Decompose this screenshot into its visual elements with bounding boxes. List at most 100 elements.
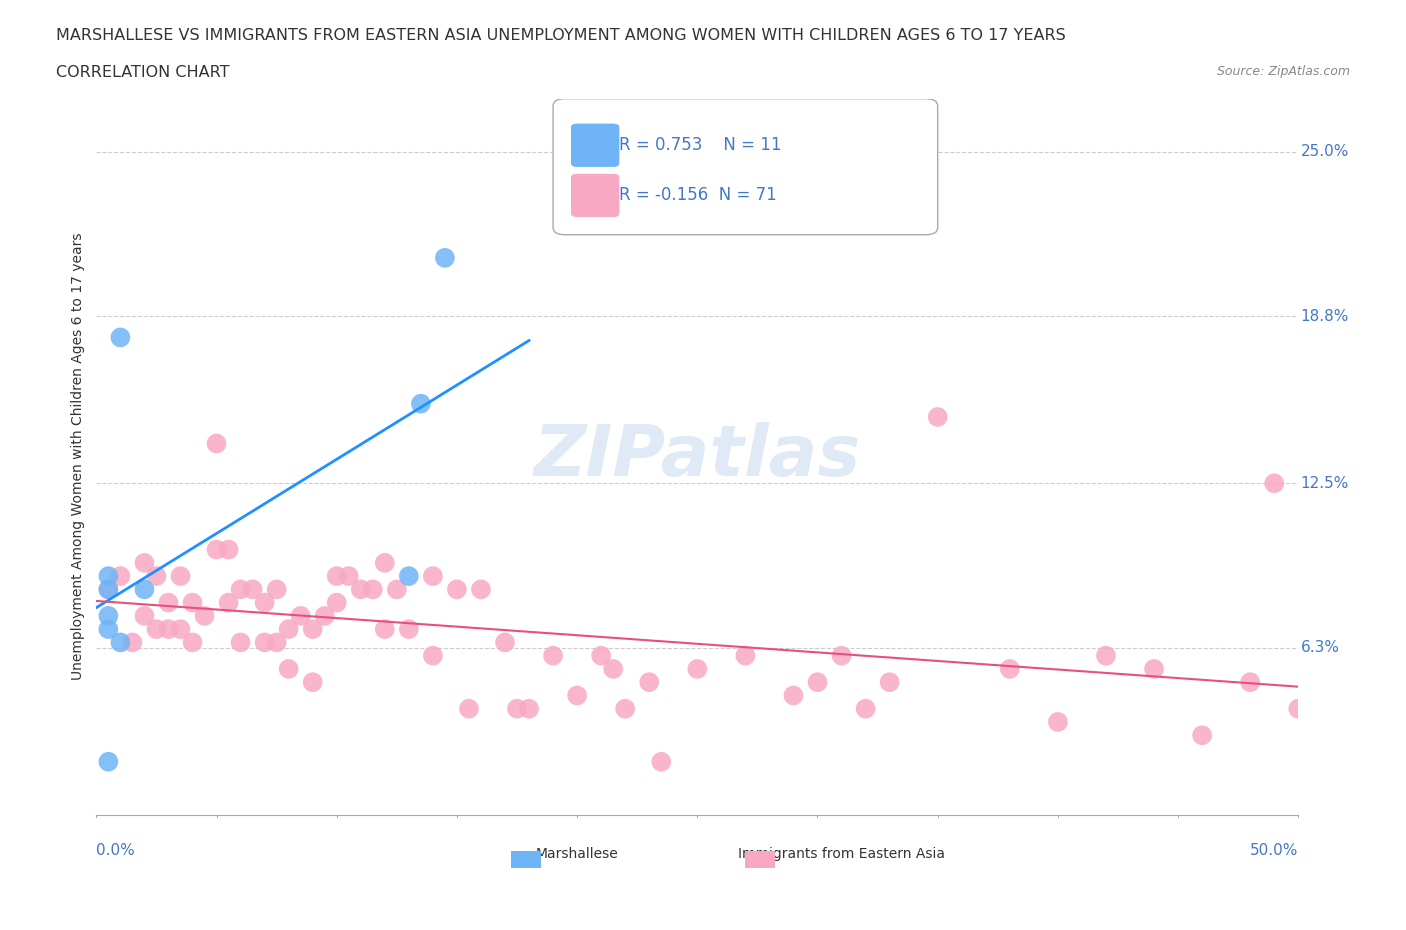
Point xyxy=(301,675,323,690)
Point xyxy=(110,635,132,650)
Point xyxy=(266,635,288,650)
Point xyxy=(541,648,564,663)
Point xyxy=(97,608,120,623)
Point xyxy=(422,648,444,663)
Point xyxy=(110,568,132,583)
Point xyxy=(157,595,180,610)
Point xyxy=(650,754,672,769)
Point xyxy=(602,661,624,676)
Point xyxy=(290,608,312,623)
Point xyxy=(1263,476,1285,491)
Point xyxy=(266,582,288,597)
Point xyxy=(927,409,949,424)
Point xyxy=(97,582,120,597)
Text: Source: ZipAtlas.com: Source: ZipAtlas.com xyxy=(1216,65,1350,78)
Point xyxy=(218,542,240,557)
Point xyxy=(181,635,204,650)
Point xyxy=(506,701,529,716)
Text: Immigrants from Eastern Asia: Immigrants from Eastern Asia xyxy=(738,846,945,861)
Point xyxy=(446,582,468,597)
Text: MARSHALLESE VS IMMIGRANTS FROM EASTERN ASIA UNEMPLOYMENT AMONG WOMEN WITH CHILDR: MARSHALLESE VS IMMIGRANTS FROM EASTERN A… xyxy=(56,28,1066,43)
Point xyxy=(1286,701,1309,716)
Point xyxy=(157,621,180,636)
Point xyxy=(169,621,191,636)
Text: 0.0%: 0.0% xyxy=(97,844,135,858)
Bar xyxy=(510,851,541,869)
Text: 18.8%: 18.8% xyxy=(1301,309,1348,324)
Text: 12.5%: 12.5% xyxy=(1301,476,1348,491)
Point xyxy=(110,330,132,345)
Point xyxy=(1046,714,1069,729)
Text: R = 0.753    N = 11: R = 0.753 N = 11 xyxy=(619,137,782,154)
Point xyxy=(734,648,756,663)
Point xyxy=(134,582,156,597)
Text: 25.0%: 25.0% xyxy=(1301,144,1348,159)
Point xyxy=(97,568,120,583)
Point xyxy=(97,621,120,636)
Point xyxy=(218,595,240,610)
FancyBboxPatch shape xyxy=(571,174,619,217)
Point xyxy=(350,582,373,597)
Text: ZIPatlas: ZIPatlas xyxy=(534,422,860,491)
Bar xyxy=(745,851,776,869)
Text: CORRELATION CHART: CORRELATION CHART xyxy=(56,65,229,80)
FancyBboxPatch shape xyxy=(553,99,938,234)
Point xyxy=(782,688,804,703)
Point xyxy=(879,675,901,690)
Text: R = -0.156  N = 71: R = -0.156 N = 71 xyxy=(619,186,778,205)
Point xyxy=(433,250,456,265)
Point xyxy=(686,661,709,676)
Point xyxy=(458,701,481,716)
Point xyxy=(229,635,252,650)
Point xyxy=(374,555,396,570)
Point xyxy=(855,701,877,716)
Point xyxy=(422,568,444,583)
Point xyxy=(398,568,420,583)
Point xyxy=(134,608,156,623)
FancyBboxPatch shape xyxy=(571,124,619,166)
Point xyxy=(385,582,408,597)
Text: Marshallese: Marshallese xyxy=(536,846,619,861)
Point xyxy=(361,582,384,597)
Point xyxy=(169,568,191,583)
Point xyxy=(337,568,360,583)
Point xyxy=(591,648,613,663)
Text: 50.0%: 50.0% xyxy=(1250,844,1298,858)
Point xyxy=(145,568,167,583)
Point xyxy=(205,542,228,557)
Point xyxy=(565,688,588,703)
Point xyxy=(614,701,637,716)
Point xyxy=(205,436,228,451)
Point xyxy=(409,396,432,411)
Point xyxy=(831,648,853,663)
Point xyxy=(1095,648,1118,663)
Point xyxy=(121,635,143,650)
Point xyxy=(470,582,492,597)
Point xyxy=(1239,675,1261,690)
Text: 6.3%: 6.3% xyxy=(1301,640,1340,656)
Point xyxy=(806,675,828,690)
Point xyxy=(229,582,252,597)
Point xyxy=(253,595,276,610)
Point xyxy=(325,568,347,583)
Point xyxy=(97,754,120,769)
Point xyxy=(314,608,336,623)
Point xyxy=(242,582,264,597)
Point xyxy=(134,555,156,570)
Point xyxy=(517,701,540,716)
Point xyxy=(97,582,120,597)
Point xyxy=(494,635,516,650)
Point xyxy=(145,621,167,636)
Point xyxy=(277,621,299,636)
Point xyxy=(325,595,347,610)
Point xyxy=(398,621,420,636)
Point xyxy=(193,608,215,623)
Point xyxy=(301,621,323,636)
Point xyxy=(998,661,1021,676)
Point xyxy=(181,595,204,610)
Point xyxy=(374,621,396,636)
Point xyxy=(253,635,276,650)
Point xyxy=(277,661,299,676)
Point xyxy=(1143,661,1166,676)
Point xyxy=(638,675,661,690)
